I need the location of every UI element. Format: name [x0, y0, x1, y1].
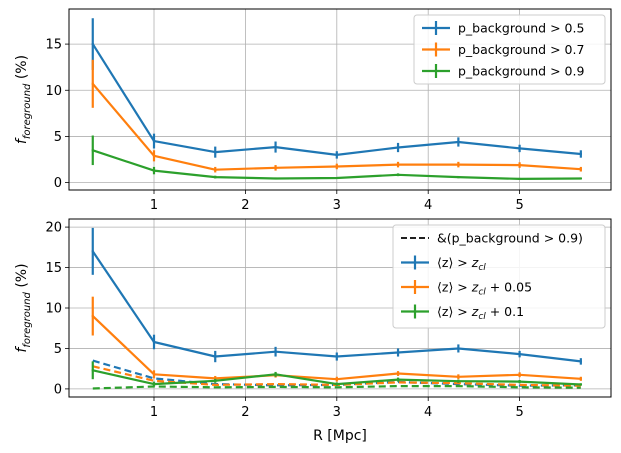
top-chart-panel: 1 2 3 4 5 0 5 10 15 fforeground (%) p_background… [14, 8, 612, 213]
y-tick-label: 5 [54, 342, 62, 357]
legend-label: ⟨z⟩ > zcl [437, 255, 486, 273]
y-tick-label: 5 [54, 130, 62, 145]
y-tick-label: 10 [45, 84, 62, 99]
top-legend: p_background > 0.5 p_background > 0.7 p_ba… [413, 14, 606, 85]
bottom-y-axis-label: fforeground (%) [14, 263, 33, 352]
legend-label: p_background > 0.5 [458, 21, 584, 36]
legend-box [392, 224, 606, 329]
legend-box [413, 14, 606, 85]
dashed-series-line-5 [92, 385, 581, 390]
y-tick-label: 20 [45, 221, 62, 236]
x-tick-label: 4 [424, 405, 432, 420]
bottom-legend: &(p_background > 0.9) ⟨z⟩ > zcl ⟨z⟩ > zcl … [392, 224, 606, 329]
y-tick-label: 0 [54, 176, 62, 191]
legend-label: ⟨z⟩ > zcl + 0.1 [437, 304, 524, 322]
x-tick-label: 1 [150, 405, 158, 420]
legend-label: ⟨z⟩ > zcl + 0.05 [437, 280, 532, 298]
top-y-axis-label: fforeground (%) [14, 55, 33, 144]
bottom-x-axis-label: R [Mpc] [313, 428, 367, 444]
x-tick-label: 5 [515, 198, 523, 213]
x-tick-label: 1 [150, 198, 158, 213]
y-tick-label: 0 [54, 382, 62, 397]
y-tick-label: 15 [45, 38, 62, 53]
legend-label: p_background > 0.9 [458, 64, 584, 79]
y-tick-label: 10 [45, 302, 62, 317]
x-tick-label: 3 [333, 198, 341, 213]
x-tick-label: 3 [333, 405, 341, 420]
x-tick-label: 4 [424, 198, 432, 213]
x-tick-label: 2 [241, 405, 249, 420]
y-tick-label: 15 [45, 261, 62, 276]
x-tick-label: 2 [241, 198, 249, 213]
top-axes-frame [68, 8, 612, 191]
legend-label: &(p_background > 0.9) [437, 231, 583, 246]
legend-label: p_background > 0.7 [458, 42, 584, 57]
x-tick-label: 5 [515, 405, 523, 420]
bottom-chart-panel: 1 2 3 4 5 0 5 10 15 20 fforeground (%) R [Mpc] &(… [14, 218, 612, 444]
